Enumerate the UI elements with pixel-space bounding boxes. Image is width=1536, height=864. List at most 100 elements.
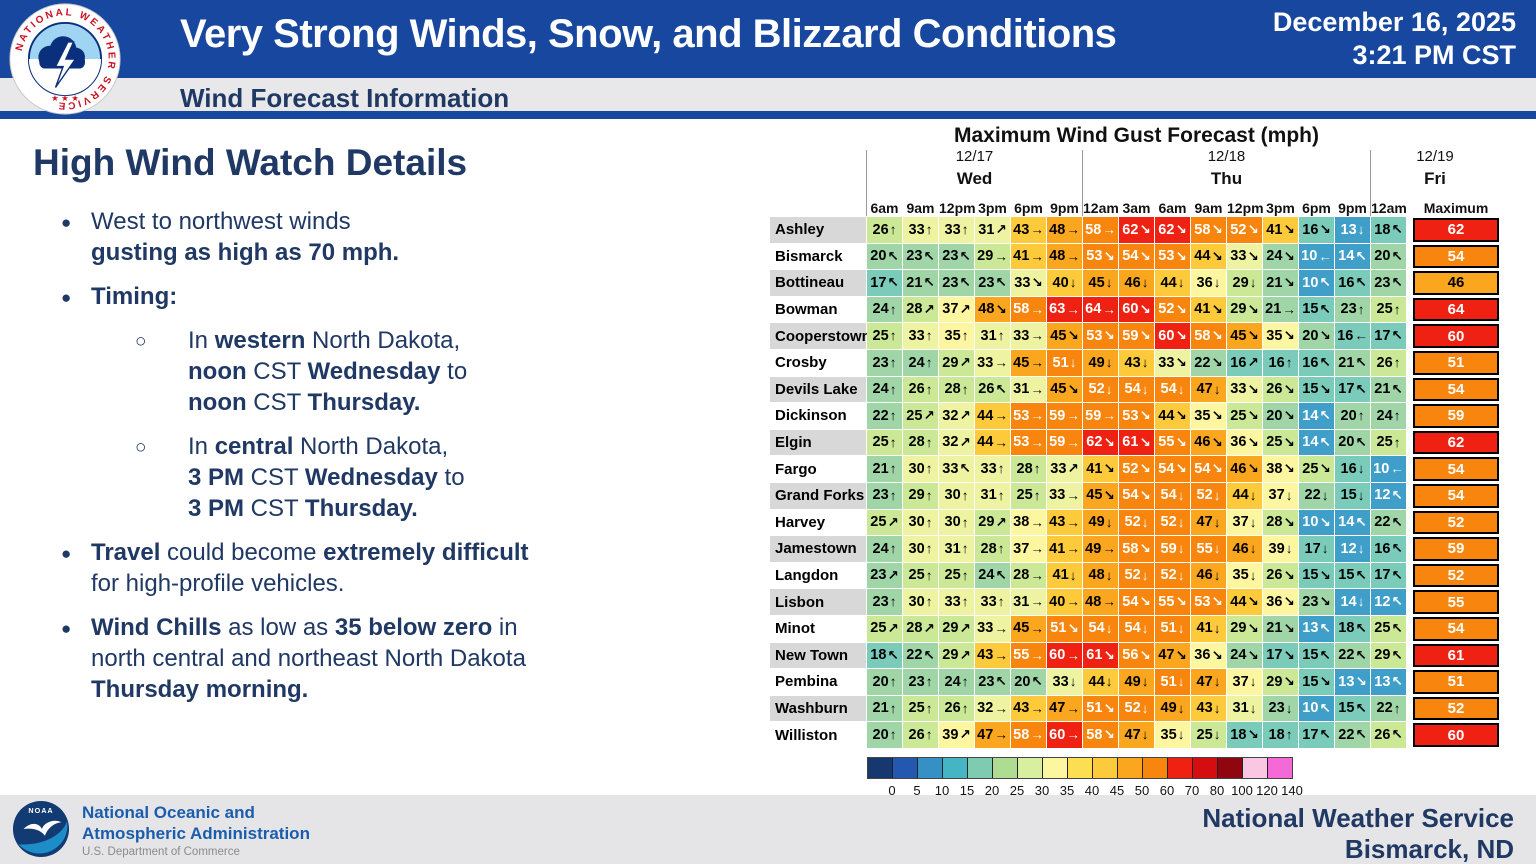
gust-cell: 25 ↗ [867, 509, 902, 536]
gust-value: 26 [1266, 381, 1283, 398]
gust-value: 51 [1050, 620, 1067, 637]
gust-value: 23 [870, 567, 887, 584]
wind-direction-arrow: ↑ [997, 461, 1005, 477]
gust-cell: 41 → [1011, 243, 1046, 270]
wind-direction-arrow: → [1102, 408, 1116, 424]
wind-direction-arrow: → [1066, 248, 1080, 264]
gust-value: 33 [1013, 327, 1030, 344]
gust-value: 25 [872, 434, 889, 451]
gust-value: 35 [1194, 407, 1211, 424]
bullet-marker: ● [61, 544, 72, 563]
max-gust-cell: 62 [1413, 218, 1499, 242]
row-label: Washburn [770, 695, 866, 722]
wind-direction-arrow: ↑ [925, 700, 933, 716]
gust-value: 43 [1013, 221, 1030, 238]
gust-value: 53 [1158, 248, 1175, 265]
gust-cell: 23 ↖ [939, 270, 974, 296]
wind-direction-arrow: ← [1354, 328, 1368, 344]
gust-cell: 26 ↑ [1371, 349, 1406, 376]
gust-value: 23 [908, 673, 925, 690]
wind-direction-arrow: ↑ [997, 541, 1005, 557]
gust-cell: 14 ↖ [1299, 403, 1334, 429]
gust-value: 23 [978, 274, 995, 291]
bullet-item: ● Timing: [33, 281, 673, 312]
bullet-text: extremely difficult [323, 539, 529, 566]
row-label: Cooperstown [770, 323, 871, 349]
gust-cell: 25 ↖ [1371, 615, 1406, 642]
details-panel: High Wind Watch Details ● West to northwe… [33, 142, 673, 718]
gust-cell: 20 ↑ [1335, 403, 1370, 429]
gust-value: 46 [1194, 434, 1211, 451]
gust-value: 10 [1302, 700, 1319, 717]
gust-value: 26 [908, 726, 925, 743]
bullet-item: ● Travel could become extremely difficult… [33, 537, 673, 599]
wind-direction-arrow: ↗ [959, 355, 971, 371]
gust-cell: 26 ↖ [1371, 722, 1406, 748]
gust-cell: 25 ↑ [867, 429, 902, 456]
bullet-marker: ○ [135, 331, 147, 352]
wind-direction-arrow: ↑ [925, 514, 933, 530]
wind-direction-arrow: ↖ [1391, 328, 1403, 344]
gust-cell: 58 → [1083, 217, 1118, 243]
wind-direction-arrow: ↖ [1319, 275, 1331, 291]
gust-value: 10 [1373, 460, 1390, 477]
wind-direction-arrow: ↑ [997, 487, 1005, 503]
wind-direction-arrow: ↘ [1067, 328, 1079, 344]
wind-direction-arrow: ↓ [1177, 727, 1185, 743]
gust-cell: 33 → [975, 615, 1010, 642]
col-group-date: 12/19 [1416, 148, 1454, 165]
gust-cell: 52 ↓ [1119, 695, 1154, 722]
gust-cell: 31 ↑ [939, 536, 974, 562]
row-label: Williston [775, 726, 838, 744]
wind-direction-arrow: ↑ [889, 541, 897, 557]
gust-cell: 30 ↑ [939, 509, 974, 536]
wind-direction-arrow: ↓ [1177, 275, 1185, 291]
gust-cell: 15 ↘ [1299, 562, 1334, 589]
bullet-text: Thursday morning. [91, 676, 309, 703]
wind-direction-arrow: ↗ [1067, 461, 1079, 477]
gust-value: 46 [1230, 460, 1247, 477]
wind-direction-arrow: ↗ [995, 514, 1007, 530]
noaa-name-line2: Atmospheric Administration [82, 824, 310, 843]
col-time-label: 9am [1194, 200, 1223, 216]
wind-direction-arrow: ↘ [1211, 594, 1223, 610]
gust-cell: 14 ↖ [1335, 243, 1370, 270]
wind-direction-arrow: ↖ [1319, 620, 1331, 636]
gust-value: 22 [1374, 514, 1391, 531]
gust-cell: 24 ↑ [903, 349, 938, 376]
gust-value: 13 [1302, 620, 1319, 637]
wind-direction-arrow: → [1282, 301, 1296, 317]
col-time-label: 6am [870, 200, 899, 216]
wind-direction-arrow: ↓ [1069, 567, 1077, 583]
gust-value: 54 [1124, 381, 1141, 398]
col-group-day: Wed [956, 169, 993, 188]
wind-direction-arrow: ↖ [923, 248, 935, 264]
gust-value: 17 [1338, 381, 1355, 398]
wind-direction-arrow: ↑ [1393, 301, 1401, 317]
gust-cell: 26 ↑ [903, 376, 938, 403]
gust-value: 31 [1232, 700, 1249, 717]
svg-text:★ ★ ★: ★ ★ ★ [51, 93, 79, 103]
wind-direction-arrow: ↘ [1103, 328, 1115, 344]
nws-logo-icon: NATIONAL WEATHER SERVICE ★ ★ ★ [8, 2, 122, 116]
gust-value: 51 [1160, 620, 1177, 637]
gust-value: 33 [977, 354, 994, 371]
gust-value: 23 [942, 274, 959, 291]
wind-direction-arrow: ↗ [959, 727, 971, 743]
wind-direction-arrow: ↓ [1213, 541, 1221, 557]
gust-cell: 33 ↘ [1155, 349, 1190, 376]
wind-direction-arrow: ↓ [1105, 567, 1113, 583]
bullet-text: Thursday. [307, 389, 421, 416]
gust-value: 53 [1194, 593, 1211, 610]
wind-direction-arrow: → [1030, 328, 1044, 344]
col-time-label: 9pm [1338, 200, 1367, 216]
wind-direction-arrow: → [1030, 620, 1044, 636]
gust-value: 33 [980, 460, 997, 477]
max-gust-cell: 54 [1413, 616, 1499, 641]
wind-direction-arrow: ↑ [925, 434, 933, 450]
gust-cell: 35 ↓ [1227, 562, 1262, 589]
wind-direction-arrow: ↑ [925, 567, 933, 583]
gust-cell: 53 ↘ [1083, 323, 1118, 349]
wind-direction-arrow: ↓ [1357, 541, 1365, 557]
gust-cell: 52 ↓ [1083, 376, 1118, 403]
